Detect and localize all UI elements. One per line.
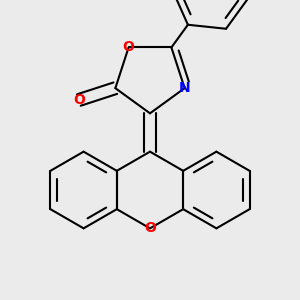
Text: N: N (179, 81, 190, 95)
Text: O: O (73, 93, 85, 107)
Text: O: O (144, 221, 156, 235)
Text: O: O (123, 40, 134, 55)
